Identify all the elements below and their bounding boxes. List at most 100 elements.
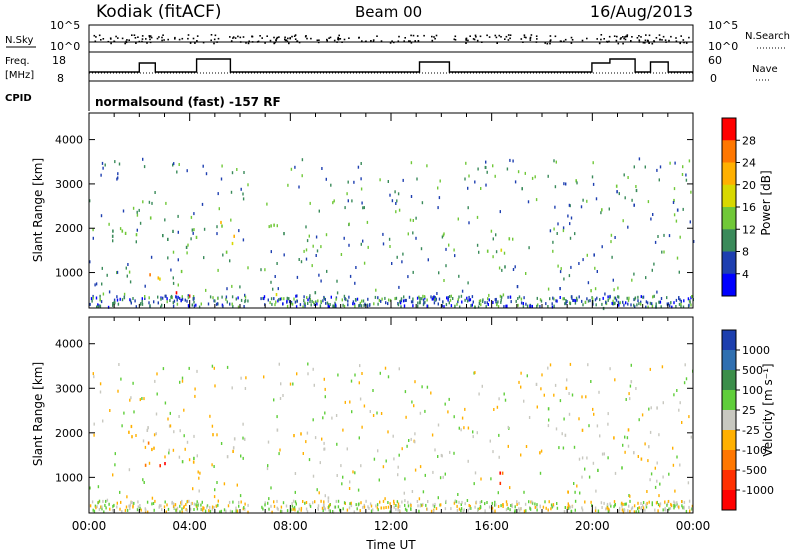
scatter-cell xyxy=(315,254,317,257)
scatter-cell xyxy=(152,502,155,505)
scatter-cell xyxy=(312,367,314,371)
scatter-cell xyxy=(296,372,298,376)
scatter-cell xyxy=(89,504,92,508)
scatter-cell xyxy=(276,415,278,419)
scatter-cell xyxy=(226,300,228,304)
scatter-cell xyxy=(119,507,121,511)
nsky-point xyxy=(161,36,163,39)
scatter-cell xyxy=(550,503,553,507)
scatter-cell xyxy=(172,502,175,506)
scatter-cell xyxy=(676,503,678,507)
scatter-cell xyxy=(116,177,118,181)
scatter-cell xyxy=(111,234,114,238)
scatter-cell xyxy=(103,510,105,514)
scatter-cell xyxy=(214,299,216,303)
scatter-cell xyxy=(586,297,588,301)
scatter-cell xyxy=(509,508,511,512)
scatter-cell xyxy=(205,288,207,292)
scatter-cell xyxy=(348,243,350,247)
nsky-point xyxy=(134,37,137,39)
scatter-cell xyxy=(280,297,283,301)
nsky-point xyxy=(544,42,546,44)
scatter-cell xyxy=(637,510,640,514)
scatter-cell xyxy=(336,291,339,295)
scatter-cell xyxy=(316,488,318,492)
scatter-cell xyxy=(638,418,640,422)
scatter-cell xyxy=(276,506,278,510)
scatter-cell xyxy=(569,362,572,366)
scatter-cell xyxy=(467,459,469,463)
scatter-cell xyxy=(547,424,550,428)
nsky-point xyxy=(251,35,254,38)
scatter-cell xyxy=(401,500,403,504)
scatter-cell xyxy=(458,274,460,278)
scatter-cell xyxy=(268,225,270,229)
scatter-cell xyxy=(128,430,130,434)
scatter-cell xyxy=(498,455,500,459)
scatter-cell xyxy=(165,510,167,514)
scatter-cell xyxy=(551,305,554,309)
scatter-cell xyxy=(547,508,549,512)
scatter-cell xyxy=(178,296,181,300)
scatter-cell xyxy=(244,295,247,299)
scatter-cell xyxy=(687,481,690,485)
scatter-cell xyxy=(690,435,692,439)
scatter-cell xyxy=(323,506,326,510)
scatter-cell xyxy=(164,462,166,466)
scatter-cell xyxy=(520,453,522,457)
scatter-cell xyxy=(231,284,233,288)
nsky-point xyxy=(372,40,375,43)
scatter-cell xyxy=(601,506,603,509)
scatter-cell xyxy=(125,266,127,270)
scatter-cell xyxy=(102,499,104,503)
scatter-cell xyxy=(573,445,576,449)
scatter-cell xyxy=(147,510,149,514)
scatter-cell xyxy=(531,501,534,505)
scatter-cell xyxy=(659,502,662,506)
scatter-cell xyxy=(573,298,575,302)
scatter-cell xyxy=(318,491,320,495)
scatter-cell xyxy=(574,299,577,303)
scatter-cell xyxy=(278,298,280,302)
scatter-cell xyxy=(175,295,178,299)
scatter-cell xyxy=(244,300,246,304)
scatter-cell xyxy=(396,255,398,259)
scatter-cell xyxy=(347,199,349,203)
scatter-cell xyxy=(463,508,465,512)
scatter-cell xyxy=(644,508,646,512)
scatter-cell xyxy=(333,505,336,509)
nsky-point xyxy=(655,37,658,39)
nsky-point xyxy=(475,36,477,38)
scatter-cell xyxy=(377,508,379,512)
nsky-point xyxy=(251,41,254,43)
scatter-cell xyxy=(102,419,104,423)
scatter-cell xyxy=(489,439,491,443)
scatter-cell xyxy=(555,299,557,303)
scatter-cell xyxy=(229,302,231,306)
nave-label: Nave xyxy=(752,64,778,75)
scatter-cell xyxy=(511,503,513,507)
scatter-cell xyxy=(503,392,505,396)
scatter-cell xyxy=(313,383,315,387)
nsky-point xyxy=(94,40,97,43)
scatter-cell xyxy=(539,471,542,475)
nsky-point xyxy=(571,39,574,41)
scatter-cell xyxy=(375,288,377,292)
scatter-cell xyxy=(177,230,179,234)
scatter-cell xyxy=(270,297,273,301)
nsky-point xyxy=(339,38,342,40)
scatter-cell xyxy=(342,507,344,511)
scatter-cell xyxy=(334,305,336,309)
scatter-cell xyxy=(353,180,355,184)
nsky-point xyxy=(372,39,375,41)
scatter-cell xyxy=(649,301,652,305)
scatter-cell xyxy=(575,179,577,183)
scatter-cell xyxy=(637,299,639,303)
scatter-cell xyxy=(536,508,538,512)
scatter-cell xyxy=(379,371,381,375)
scatter-cell xyxy=(614,503,616,507)
scatter-cell xyxy=(481,300,484,303)
scatter-cell xyxy=(423,301,425,305)
scatter-cell xyxy=(411,490,414,493)
scatter-cell xyxy=(673,506,675,510)
